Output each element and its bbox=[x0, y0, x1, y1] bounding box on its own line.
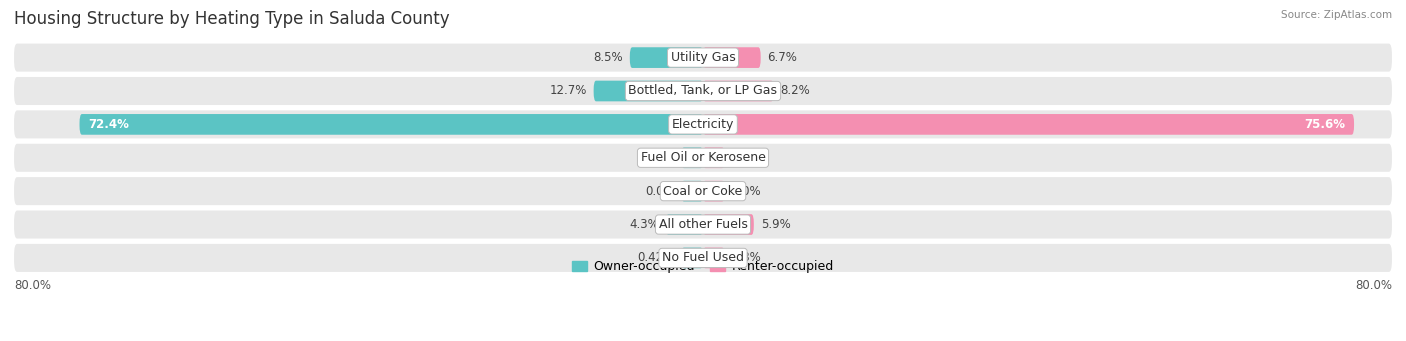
FancyBboxPatch shape bbox=[682, 248, 703, 268]
FancyBboxPatch shape bbox=[682, 181, 703, 202]
FancyBboxPatch shape bbox=[14, 144, 1392, 172]
FancyBboxPatch shape bbox=[593, 81, 703, 101]
FancyBboxPatch shape bbox=[703, 81, 773, 101]
Text: 72.4%: 72.4% bbox=[89, 118, 129, 131]
FancyBboxPatch shape bbox=[14, 77, 1392, 105]
Text: 8.5%: 8.5% bbox=[593, 51, 623, 64]
Text: 1.6%: 1.6% bbox=[645, 151, 675, 164]
Text: 80.0%: 80.0% bbox=[14, 279, 51, 292]
Text: 12.7%: 12.7% bbox=[550, 85, 586, 98]
Text: 6.7%: 6.7% bbox=[768, 51, 797, 64]
FancyBboxPatch shape bbox=[14, 244, 1392, 272]
Text: 0.0%: 0.0% bbox=[731, 184, 761, 198]
Text: 0.42%: 0.42% bbox=[637, 251, 675, 264]
Text: 5.9%: 5.9% bbox=[761, 218, 790, 231]
Text: 75.6%: 75.6% bbox=[1305, 118, 1346, 131]
Legend: Owner-occupied, Renter-occupied: Owner-occupied, Renter-occupied bbox=[568, 255, 838, 278]
Text: Electricity: Electricity bbox=[672, 118, 734, 131]
FancyBboxPatch shape bbox=[703, 181, 724, 202]
FancyBboxPatch shape bbox=[703, 147, 724, 168]
Text: No Fuel Used: No Fuel Used bbox=[662, 251, 744, 264]
Text: 0.0%: 0.0% bbox=[645, 184, 675, 198]
FancyBboxPatch shape bbox=[14, 210, 1392, 239]
FancyBboxPatch shape bbox=[703, 248, 724, 268]
FancyBboxPatch shape bbox=[14, 177, 1392, 205]
Text: 1.8%: 1.8% bbox=[731, 251, 761, 264]
FancyBboxPatch shape bbox=[682, 147, 703, 168]
FancyBboxPatch shape bbox=[80, 114, 703, 135]
Text: Coal or Coke: Coal or Coke bbox=[664, 184, 742, 198]
Text: 8.2%: 8.2% bbox=[780, 85, 810, 98]
Text: Bottled, Tank, or LP Gas: Bottled, Tank, or LP Gas bbox=[628, 85, 778, 98]
FancyBboxPatch shape bbox=[14, 110, 1392, 138]
FancyBboxPatch shape bbox=[630, 47, 703, 68]
FancyBboxPatch shape bbox=[14, 44, 1392, 72]
FancyBboxPatch shape bbox=[703, 214, 754, 235]
Text: Utility Gas: Utility Gas bbox=[671, 51, 735, 64]
Text: Housing Structure by Heating Type in Saluda County: Housing Structure by Heating Type in Sal… bbox=[14, 10, 450, 28]
FancyBboxPatch shape bbox=[703, 114, 1354, 135]
FancyBboxPatch shape bbox=[666, 214, 703, 235]
Text: 80.0%: 80.0% bbox=[1355, 279, 1392, 292]
Text: All other Fuels: All other Fuels bbox=[658, 218, 748, 231]
Text: Source: ZipAtlas.com: Source: ZipAtlas.com bbox=[1281, 10, 1392, 20]
Text: Fuel Oil or Kerosene: Fuel Oil or Kerosene bbox=[641, 151, 765, 164]
FancyBboxPatch shape bbox=[703, 47, 761, 68]
Text: 4.3%: 4.3% bbox=[630, 218, 659, 231]
Text: 1.8%: 1.8% bbox=[731, 151, 761, 164]
